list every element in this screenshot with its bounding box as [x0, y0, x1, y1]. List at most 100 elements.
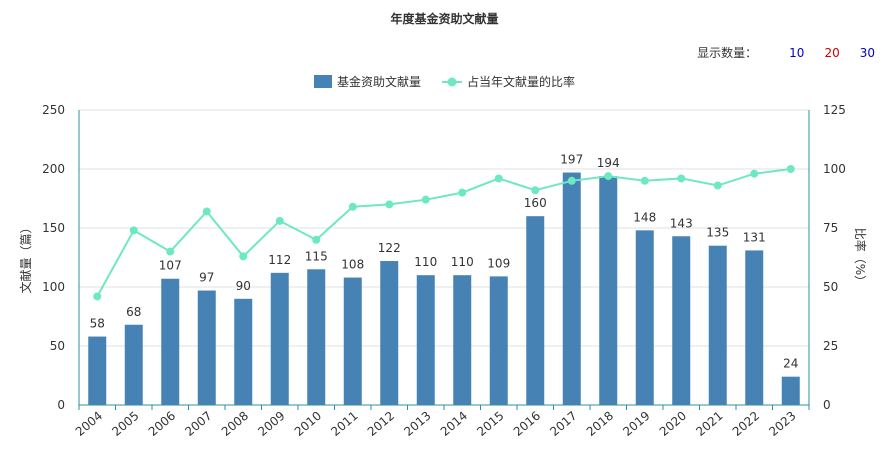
ratio-point	[239, 252, 248, 261]
bar-value-label: 160	[524, 196, 547, 210]
x-tick-label: 2009	[255, 409, 287, 439]
x-tick-label: 2017	[547, 409, 579, 439]
y-axis-title-left: 文献量（篇）	[18, 221, 33, 293]
bar	[745, 250, 764, 405]
bar	[453, 275, 472, 405]
x-tick-label: 2016	[511, 409, 543, 439]
y-tick-label-left: 0	[57, 398, 65, 412]
legend: 基金资助文献量 占当年文献量的比率	[314, 74, 575, 89]
bar	[380, 261, 399, 405]
x-tick-label: 2010	[292, 409, 324, 439]
legend-line-marker	[447, 77, 457, 87]
bar	[635, 230, 654, 405]
bar-value-label: 107	[159, 259, 182, 273]
ratio-point	[93, 292, 102, 301]
legend-bar-label: 基金资助文献量	[337, 74, 421, 89]
x-tick-label: 2023	[766, 409, 798, 439]
display-count-option-20[interactable]: 20	[824, 45, 840, 60]
ratio-point	[166, 247, 175, 256]
ratio-point	[348, 202, 357, 211]
y-tick-label-right: 75	[823, 221, 838, 235]
bar-value-label: 110	[414, 255, 437, 269]
bar	[599, 176, 618, 405]
ratio-point	[713, 181, 722, 190]
bar	[161, 278, 180, 405]
bar	[781, 376, 800, 405]
bar	[234, 298, 253, 405]
y-tick-label-right: 50	[823, 280, 838, 294]
x-tick-label: 2018	[584, 409, 616, 439]
bar	[124, 324, 143, 405]
x-tick-label: 2020	[657, 409, 689, 439]
ratio-point	[604, 172, 613, 181]
y-tick-label-left: 200	[42, 162, 65, 176]
y-tick-label-right: 25	[823, 339, 838, 353]
y-axis-title-right: 比率（%）	[853, 228, 868, 287]
ratio-point	[531, 186, 540, 195]
bar	[416, 275, 435, 405]
bar-value-label: 143	[670, 216, 693, 230]
x-tick-label: 2007	[182, 409, 214, 439]
bar-value-label: 122	[378, 241, 401, 255]
bar-value-label: 115	[305, 249, 328, 263]
ratio-point	[129, 226, 138, 235]
x-tick-label: 2006	[146, 409, 178, 439]
bar	[708, 245, 727, 405]
bar	[526, 216, 545, 405]
legend-line-label: 占当年文献量的比率	[467, 74, 575, 89]
ratio-point	[385, 200, 394, 209]
bar-value-label: 194	[597, 156, 620, 170]
bar-value-label: 24	[783, 357, 798, 371]
bar-value-label: 97	[199, 271, 214, 285]
bar-value-label: 108	[341, 258, 364, 272]
bar	[343, 277, 362, 405]
bar-value-label: 131	[743, 230, 766, 244]
y-tick-label-right: 0	[823, 398, 831, 412]
display-count-option-30[interactable]: 30	[859, 45, 875, 60]
ratio-point	[275, 216, 284, 225]
x-tick-label: 2021	[693, 409, 725, 439]
ratio-point	[677, 174, 686, 183]
chart-title: 年度基金资助文献量	[390, 12, 499, 26]
ratio-point	[421, 195, 430, 204]
bar-value-label: 197	[560, 153, 583, 167]
ratio-point	[567, 176, 576, 185]
bar-value-label: 148	[633, 210, 656, 224]
x-tick-label: 2004	[73, 409, 105, 439]
bar	[562, 172, 581, 405]
bar	[307, 269, 326, 405]
legend-bar-swatch	[314, 75, 332, 88]
bar-value-label: 90	[236, 279, 251, 293]
data-labels: 58 68 107 97 90 112 115 108 122 110 110 109 160 197 19…	[90, 153, 799, 371]
display-count-label: 显示数量：	[697, 46, 758, 60]
x-tick-label: 2013	[401, 409, 433, 439]
bar-value-label: 110	[451, 255, 474, 269]
bar-value-label: 109	[487, 256, 510, 270]
y-tick-label-left: 150	[42, 221, 65, 235]
bar-value-label: 58	[90, 317, 105, 331]
x-tick-label: 2014	[438, 409, 470, 439]
display-count-option-10[interactable]: 10	[789, 45, 805, 60]
x-tick-label: 2019	[620, 409, 652, 439]
x-tick-label: 2005	[109, 409, 141, 439]
ratio-point	[202, 207, 211, 216]
bar	[672, 236, 691, 405]
display-count-selector: 显示数量： 10 20 30	[697, 44, 875, 61]
ratio-point	[494, 174, 503, 183]
ratio-point	[640, 176, 649, 185]
ratio-line	[96, 168, 791, 297]
bar	[270, 272, 289, 405]
bar-value-label: 68	[126, 305, 141, 319]
ratio-point	[312, 235, 321, 244]
ratio-point	[786, 165, 795, 173]
x-tick-label: 2011	[328, 409, 360, 439]
axes: 0 50 100 150 200 250 0 25 50 75 100 125 2004 2005 2006…	[18, 103, 868, 439]
bar-value-label: 112	[268, 253, 291, 267]
x-tick-label: 2012	[365, 409, 397, 439]
bar	[489, 276, 508, 405]
bar-value-label: 135	[706, 226, 729, 240]
bar	[88, 336, 107, 405]
y-tick-label-left: 250	[42, 103, 65, 117]
x-tick-label: 2008	[219, 409, 251, 439]
